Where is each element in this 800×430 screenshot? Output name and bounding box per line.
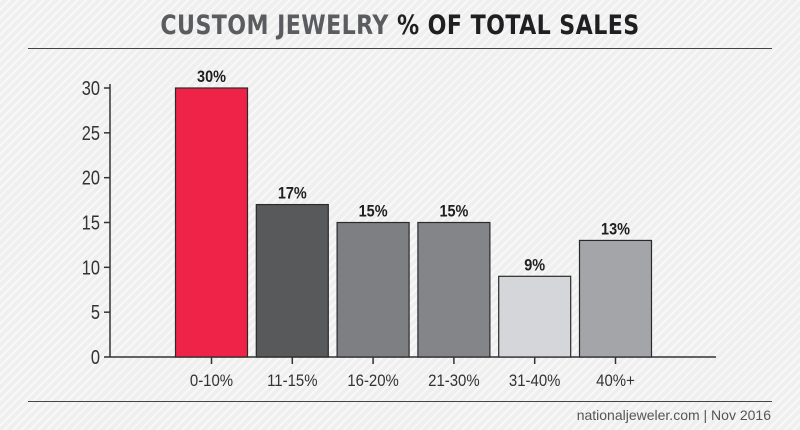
- x-tick-label: 11-15%: [267, 372, 317, 390]
- bottom-divider: [28, 401, 772, 402]
- x-tick-label: 16-20%: [347, 372, 399, 390]
- bar-value-label: 13%: [601, 220, 630, 238]
- bar-value-label: 15%: [359, 202, 388, 220]
- bar: [336, 221, 410, 358]
- bar: [417, 221, 491, 358]
- x-tick-label: 31-40%: [509, 372, 561, 390]
- source-footer: nationaljeweler.com | Nov 2016: [576, 407, 771, 423]
- y-tick-label: 20: [82, 166, 100, 189]
- bar: [498, 275, 572, 358]
- top-divider: [28, 48, 772, 49]
- bar-value-label: 15%: [439, 202, 468, 220]
- bar-chart: 0 5 10 15 20 25 30 30% 0-10% 17% 11-15% 15% 16-20% 15…: [82, 68, 716, 390]
- bar-value-label: 17%: [278, 185, 307, 203]
- chart-title-part1: CUSTOM JEWELRY: [160, 10, 389, 41]
- bar-value-label: 30%: [197, 68, 226, 86]
- y-tick-label: 15: [82, 211, 100, 234]
- x-tick-label: 0-10%: [190, 372, 233, 390]
- x-tick-label: 40%+: [596, 372, 635, 390]
- y-tick-label: 25: [82, 121, 100, 144]
- x-tick-label: 21-30%: [428, 372, 480, 390]
- y-tick-label: 0: [91, 345, 100, 368]
- chart-title-part2: % OF TOTAL SALES: [396, 10, 640, 41]
- bar: [174, 87, 249, 358]
- y-tick-label: 5: [91, 301, 100, 324]
- y-tick-label: 30: [82, 76, 100, 99]
- bar-value-label: 9%: [524, 256, 545, 274]
- bar: [578, 239, 653, 358]
- bar: [255, 203, 329, 358]
- y-tick-label: 10: [82, 256, 100, 279]
- chart-title: CUSTOM JEWELRY % OF TOTAL SALES: [72, 10, 728, 41]
